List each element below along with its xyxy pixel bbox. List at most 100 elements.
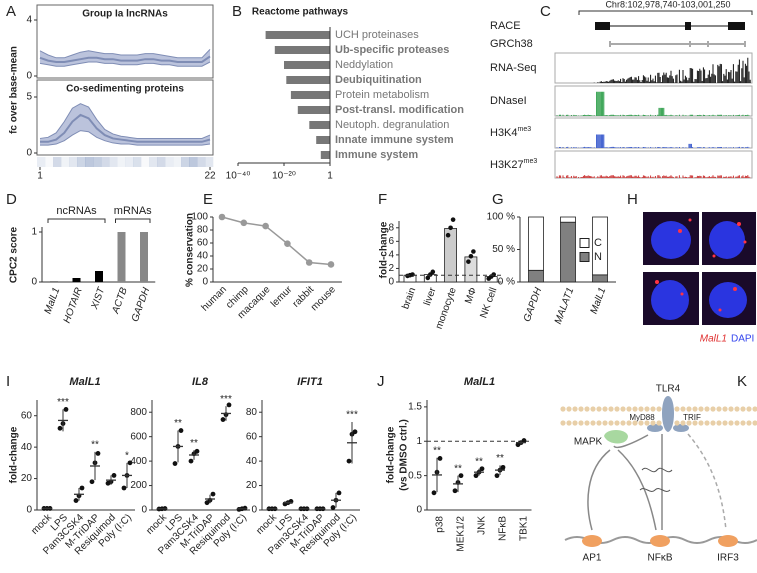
membrane [620,406,626,412]
category-label: Innate immune system [335,134,454,146]
group-bracket [115,218,151,223]
data-point [445,232,451,238]
data-point [220,417,226,422]
chart-title: IFIT1 [297,376,323,388]
data-point [121,485,127,491]
x-tick-label: 1 [37,171,43,182]
y-tick-label: 4 [388,250,394,261]
y-tick-label: 100 [191,212,208,223]
chart-title: IL8 [192,376,209,388]
bar [290,91,330,99]
membrane [704,406,710,412]
band-fill [40,103,210,146]
membrane [578,406,584,412]
x-tick-label: 10⁻²⁰ [272,171,296,182]
kinase-label: MAPK [574,437,603,448]
chart-title: Group Ia lncRNAs [82,9,168,20]
membrane [716,406,722,412]
tf-shape [582,535,602,547]
membrane [692,406,698,412]
y-tick-label: 0.5 [408,470,422,481]
rna-squiggle [639,467,673,492]
category-label: Protein metabolism [335,89,429,101]
track-signal [556,91,750,116]
colorbar-cell [165,157,174,167]
microscopy-images [643,212,756,325]
membrane [566,420,572,426]
membrane [704,420,710,426]
marker [240,219,248,227]
membrane [728,406,734,412]
arrow [613,434,649,449]
data-point [57,425,63,431]
membrane [692,420,698,426]
bar [286,76,330,84]
membrane [572,406,578,412]
track-label: RNA-Seq [490,62,536,74]
membrane [722,420,728,426]
panel-letter: I [6,373,10,390]
band-edge [39,61,211,67]
adaptor-shape [673,424,689,432]
receptor-label: TLR4 [656,384,681,395]
membrane [632,406,638,412]
y-axis-label: % conservation [185,213,196,287]
data-point [330,505,336,510]
arrow [587,449,611,531]
plot-frame [36,4,214,79]
membrane [632,420,638,426]
pathway-diagram [564,396,757,547]
legend-label: MalL1 [700,334,727,345]
y-tick-label: 0 [26,148,32,159]
data-point [431,490,437,496]
bar [265,31,330,39]
adaptor-label: MyD88 [629,413,655,422]
data-point [430,269,436,275]
data-point [466,259,471,264]
coordinate-bracket [578,10,753,15]
membrane [638,420,644,426]
data-point [172,461,178,466]
rna-dot [678,229,682,233]
data-point [188,458,194,464]
data-point [226,402,232,408]
significance: ** [433,445,441,456]
track-label: H3K4me3 [490,126,531,139]
membrane [608,420,614,426]
y-tick-label: 8 [388,222,394,233]
rna-dot [655,280,659,284]
y-tick-label: 100 % [487,212,515,223]
colorbar-cell [205,157,214,167]
data-point [111,473,117,478]
significance: ** [454,463,462,474]
panel-letter: H [627,191,638,208]
membrane [584,420,590,426]
exon [685,22,691,30]
category-label: Immune system [335,149,418,161]
data-point [178,428,184,433]
colorbar-cell [77,157,86,167]
x-tick-label: liver [422,286,439,308]
membrane [746,406,752,412]
x-tick-label: 10⁻⁴⁰ [226,171,251,182]
membrane [680,420,686,426]
y-axis-label: fold-change [386,426,397,483]
plot-frame [36,79,214,156]
membrane [578,420,584,426]
legend-label: N [594,251,602,263]
y-tick-label: 0 [416,505,422,516]
colorbar-cell [69,157,78,167]
membrane [590,406,596,412]
y-axis-label: CPC2 score [9,226,20,283]
y-tick-label: 0 [388,277,394,288]
membrane [752,406,757,412]
data-point [437,456,443,461]
membrane [560,420,566,426]
membrane [656,406,662,412]
membrane [710,406,716,412]
significance: * [125,450,129,461]
nucleus [709,282,747,318]
colorbar-cell [181,157,190,167]
bar-segment [528,216,544,271]
membrane [728,420,734,426]
